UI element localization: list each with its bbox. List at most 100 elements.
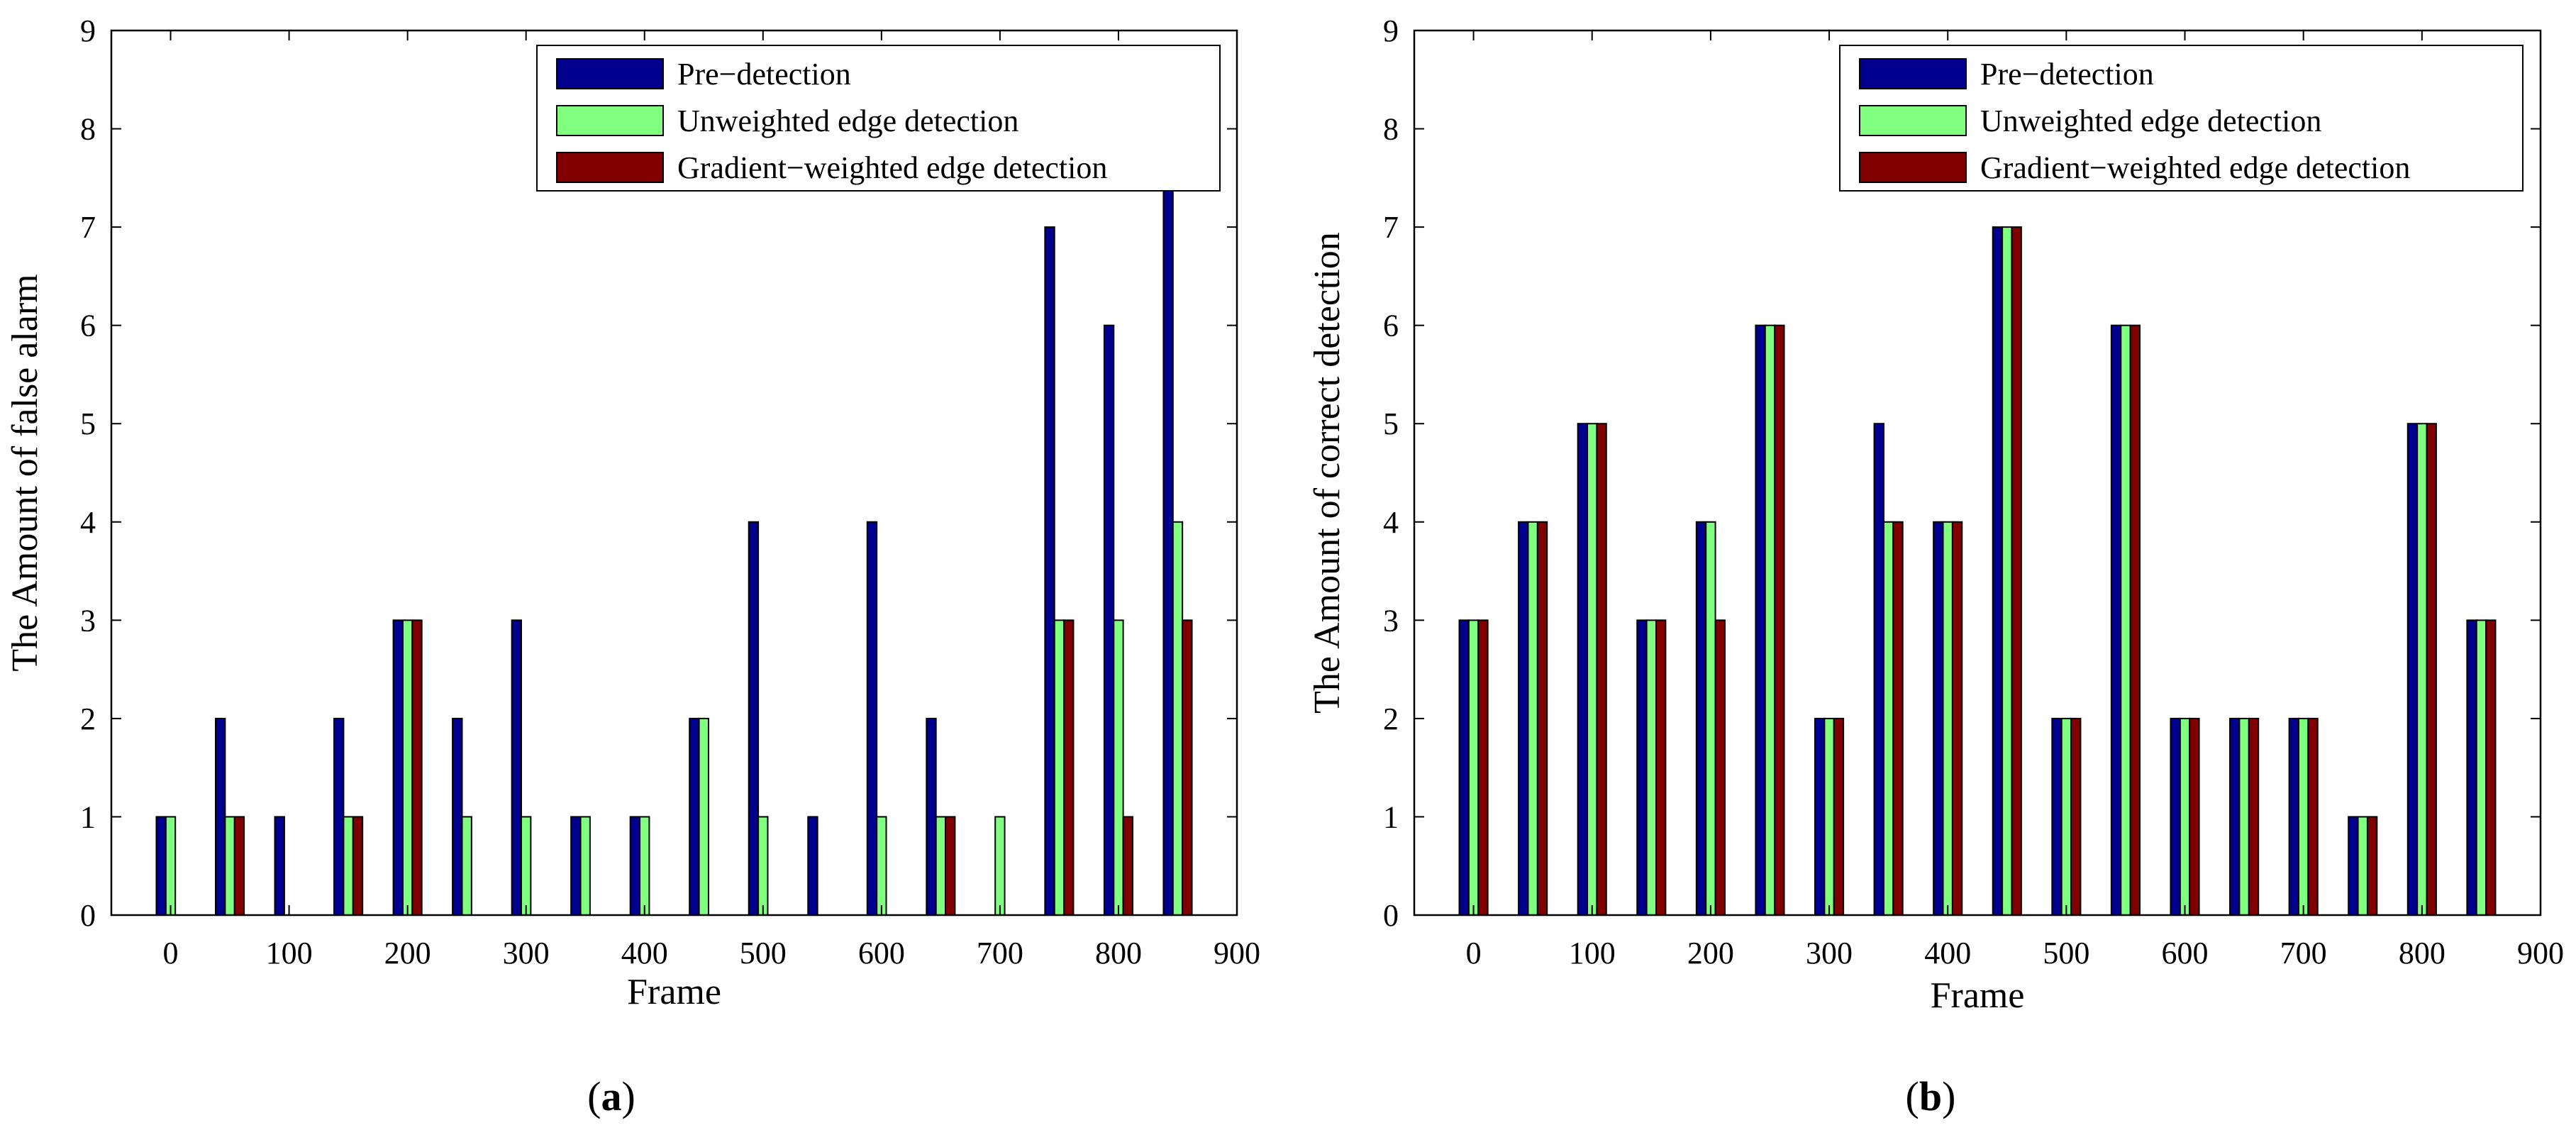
panel-b-bar xyxy=(2051,717,2063,916)
panel-b-bar xyxy=(1695,521,1707,916)
panel-b-bar xyxy=(1536,521,1548,916)
panel-b-bar xyxy=(2248,717,2260,916)
panel-b-x-tick-label: 800 xyxy=(2399,936,2445,970)
panel-b-bar xyxy=(1933,521,1944,916)
panel-b-bar xyxy=(2120,324,2131,917)
panel-a-bar xyxy=(1113,619,1124,917)
panel-a-caption: (a) xyxy=(587,1073,635,1119)
panel-a-bar xyxy=(935,816,947,916)
panel-a-bar xyxy=(629,816,641,916)
panel-a-bar xyxy=(333,717,345,916)
panel-a-y-tick-label: 2 xyxy=(80,702,96,736)
panel-a-legend-swatch xyxy=(556,152,664,183)
panel-a-x-tick-label: 400 xyxy=(621,936,668,970)
panel-a-y-tick-label: 9 xyxy=(80,13,96,48)
panel-b-bar xyxy=(1458,619,1470,917)
panel-a-bar xyxy=(521,816,532,916)
panel-a-bar xyxy=(1172,521,1184,916)
panel-a-x-tick-label: 500 xyxy=(740,936,787,970)
panel-b-bar xyxy=(1705,521,1716,916)
panel-b-x-tick-label: 100 xyxy=(1569,936,1616,970)
panel-b-y-tick-label: 0 xyxy=(1383,898,1399,933)
panel-a-bar xyxy=(392,619,404,917)
panel-a-bar xyxy=(1122,816,1133,916)
panel-a-x-tick-label: 200 xyxy=(384,936,431,970)
panel-b-y-tick-label: 2 xyxy=(1383,702,1399,736)
panel-b-legend-swatch xyxy=(1859,152,1967,183)
panel-a-bar xyxy=(155,816,167,916)
panel-b-legend-label: Pre−detection xyxy=(1980,57,2154,92)
panel-b-bar xyxy=(2129,324,2141,917)
panel-a-bar xyxy=(461,816,472,916)
panel-b-bar xyxy=(2060,717,2072,916)
panel-b-y-axis-label: The Amount of correct detection xyxy=(1307,232,1348,714)
panel-a-bar xyxy=(866,521,878,916)
panel-a-legend-swatch xyxy=(556,105,664,136)
panel-b-bar xyxy=(1645,619,1657,917)
panel-a-x-axis-label: Frame xyxy=(627,972,721,1012)
panel-a-bar xyxy=(343,816,354,916)
panel-b-bar xyxy=(1655,619,1667,917)
panel-a-bar xyxy=(748,521,760,916)
panel-b-bar xyxy=(1518,521,1529,916)
panel-b-y-tick-label: 4 xyxy=(1383,505,1399,540)
panel-b-legend-swatch xyxy=(1859,58,1967,89)
panel-b-bar xyxy=(2110,324,2122,917)
panel-a-x-tick-label: 800 xyxy=(1095,936,1142,970)
panel-a-y-tick-label: 3 xyxy=(80,603,96,638)
panel-b-bar xyxy=(2485,619,2497,917)
panel-a-bar xyxy=(165,816,177,916)
panel-a-bar xyxy=(570,816,582,916)
panel-a-bar xyxy=(511,619,523,917)
panel-b-plot-frame xyxy=(1413,29,2542,917)
panel-a-legend-label: Unweighted edge detection xyxy=(677,104,1018,138)
panel-b-x-tick-label: 0 xyxy=(1466,936,1482,970)
panel-b-bar xyxy=(1951,521,1963,916)
panel-a-x-tick-label: 600 xyxy=(858,936,905,970)
panel-a-y-tick-label: 0 xyxy=(80,898,96,933)
panel-b-bar xyxy=(1833,717,1845,916)
panel-b-bar xyxy=(2366,816,2378,916)
panel-a-bar xyxy=(1182,619,1193,917)
panel-b-y-tick-label: 9 xyxy=(1383,13,1399,48)
panel-a-bar xyxy=(401,619,413,917)
panel-a-bar xyxy=(698,717,709,916)
panel-a-bar xyxy=(807,816,818,916)
panel-a-y-axis-label: The Amount of false alarm xyxy=(5,274,45,671)
panel-b-bar xyxy=(1596,423,1607,916)
panel-b-bar xyxy=(2238,717,2250,916)
panel-b-bar xyxy=(1882,521,1894,916)
panel-b-bar xyxy=(2189,717,2200,916)
panel-a-bar xyxy=(926,717,937,916)
panel-b-legend-label: Gradient−weighted edge detection xyxy=(1980,150,2410,185)
panel-b-y-tick-label: 3 xyxy=(1383,603,1399,638)
panel-b-x-tick-label: 600 xyxy=(2162,936,2209,970)
panel-b-x-tick-label: 900 xyxy=(2517,936,2564,970)
panel-a-bar xyxy=(1103,324,1115,917)
panel-b-y-tick-label: 1 xyxy=(1383,799,1399,834)
panel-b-bar xyxy=(1467,619,1479,917)
panel-b-x-tick-label: 500 xyxy=(2043,936,2089,970)
panel-b-x-tick-label: 200 xyxy=(1687,936,1734,970)
panel-b-bar xyxy=(1587,423,1598,916)
panel-b-x-tick-label: 400 xyxy=(1924,936,1971,970)
panel-b-bar xyxy=(2179,717,2191,916)
panel-b-x-tick-label: 300 xyxy=(1806,936,1853,970)
panel-b-bar xyxy=(2348,816,2359,916)
panel-b-bar xyxy=(2406,423,2419,916)
panel-a-legend-label: Pre−detection xyxy=(677,57,851,92)
panel-b-bar xyxy=(1714,619,1726,917)
panel-a-bar xyxy=(1053,619,1065,917)
panel-b-bar xyxy=(1764,324,1776,917)
panel-a-y-tick-label: 8 xyxy=(80,112,96,147)
panel-b-x-axis-label: Frame xyxy=(1931,975,2025,1016)
panel-a-y-tick-label: 5 xyxy=(80,406,96,441)
panel-a-legend-swatch xyxy=(556,58,664,89)
panel-b-bar xyxy=(2288,717,2299,916)
panel-a-x-tick-label: 700 xyxy=(977,936,1023,970)
panel-b-legend-swatch xyxy=(1859,105,1967,136)
panel-a-y-tick-label: 4 xyxy=(80,505,96,540)
panel-a-bar xyxy=(233,816,245,916)
panel-a-bar xyxy=(274,816,285,916)
